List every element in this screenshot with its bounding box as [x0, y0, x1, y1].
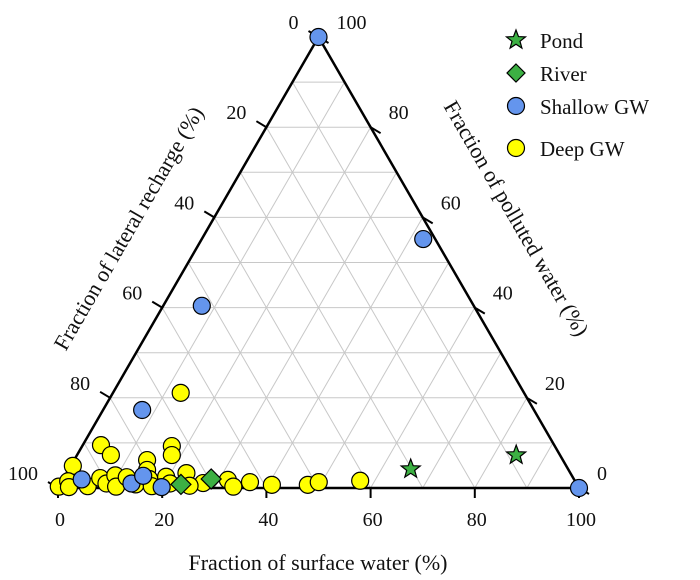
legend-label-shallow-gw: Shallow GW: [540, 95, 649, 119]
tick-mark: [526, 396, 538, 405]
grid-line: [292, 81, 528, 489]
bottom-tick-label: 0: [55, 509, 65, 531]
data-point-shallow-gw: [309, 27, 328, 47]
tick-mark: [370, 126, 382, 135]
left-tick-label: 20: [226, 102, 246, 124]
series-pond: [399, 443, 528, 479]
legend: Pond River Shallow GW Deep GW: [504, 28, 649, 161]
data-points: [49, 27, 589, 498]
right-tick-label: 0: [597, 463, 607, 485]
grid-line: [265, 126, 476, 489]
bottom-axis-title: Fraction of surface water (%): [189, 550, 448, 575]
bottom-tick-label: 20: [154, 509, 174, 531]
tick-mark: [203, 210, 215, 219]
grid-line: [526, 442, 554, 489]
left-tick-label: 40: [174, 192, 194, 214]
grid-line: [422, 352, 502, 489]
legend-item-pond: Pond: [504, 28, 584, 53]
right-axis-title: Fraction of polluted water (%): [439, 96, 594, 340]
bottom-tick-label: 100: [566, 509, 596, 531]
data-point-shallow-gw: [134, 466, 153, 485]
axis-ticks: 0 0 0 20 20 20 40 40 40 60 60 60 80 80 80 100 100 100: [8, 12, 607, 531]
data-point-river: [200, 468, 223, 490]
data-point-shallow-gw: [152, 477, 171, 497]
series-river: [170, 468, 223, 496]
legend-item-deep-gw: Deep GW: [506, 137, 625, 161]
bottom-tick-label: 60: [363, 509, 383, 531]
data-point-deep-gw: [224, 477, 243, 496]
grid-line: [135, 352, 215, 489]
data-point-deep-gw: [351, 471, 370, 490]
data-point-deep-gw: [262, 475, 281, 494]
legend-label-pond: Pond: [540, 29, 584, 53]
tick-mark: [99, 390, 111, 399]
data-point-deep-gw: [240, 473, 260, 492]
star-icon: [504, 28, 528, 50]
grid-line: [213, 217, 372, 489]
left-tick-label: 0: [289, 12, 299, 34]
data-point-deep-gw: [171, 383, 190, 402]
diamond-icon: [506, 63, 526, 83]
right-tick-label: 100: [337, 12, 367, 34]
circle-icon: [506, 96, 526, 116]
left-axis-title: Fraction of lateral recharge (%): [48, 102, 208, 354]
left-tick-label: 80: [70, 373, 90, 395]
data-point-river: [170, 473, 192, 496]
legend-item-river: River: [506, 62, 587, 86]
tick-mark: [151, 300, 163, 309]
grid-line: [318, 262, 450, 489]
grid-line: [187, 262, 319, 489]
left-tick-label: 100: [8, 463, 38, 485]
legend-item-shallow-gw: Shallow GW: [506, 95, 649, 119]
grid-line: [109, 81, 345, 489]
grid-line: [239, 172, 424, 489]
right-tick-label: 20: [545, 373, 565, 395]
data-point-shallow-gw: [72, 470, 91, 489]
data-point-pond: [399, 457, 422, 479]
series-shallow-gw: [72, 27, 589, 498]
tick-mark: [422, 216, 434, 225]
grid-line: [213, 172, 398, 489]
right-tick-label: 60: [441, 192, 461, 214]
legend-label-deep-gw: Deep GW: [540, 137, 625, 161]
data-point-shallow-gw: [192, 296, 211, 315]
bottom-tick-label: 40: [258, 509, 278, 531]
tick-mark: [474, 306, 486, 315]
data-point-deep-gw: [101, 445, 120, 465]
tick-mark: [255, 120, 267, 129]
bottom-tick-label: 80: [467, 509, 487, 531]
data-point-deep-gw: [162, 445, 181, 465]
data-point-shallow-gw: [569, 478, 589, 498]
legend-label-river: River: [540, 62, 587, 86]
grid-line: [161, 307, 267, 489]
data-point-shallow-gw: [414, 229, 433, 249]
left-tick-label: 60: [122, 283, 142, 305]
data-point-shallow-gw: [133, 400, 152, 420]
right-tick-label: 40: [493, 283, 513, 305]
right-tick-label: 80: [389, 102, 409, 124]
data-point-pond: [505, 443, 528, 465]
data-point-deep-gw: [309, 473, 328, 492]
circle-icon: [506, 138, 526, 158]
